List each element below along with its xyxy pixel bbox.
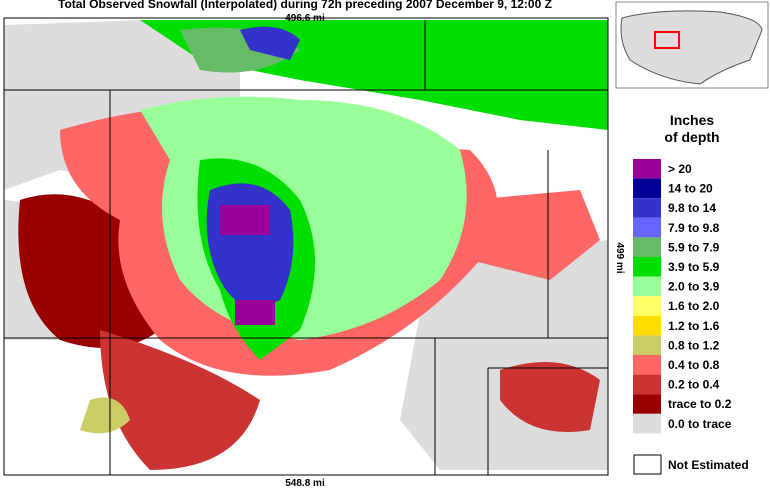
legend-swatch [633, 237, 661, 257]
legend-label: 9.8 to 14 [668, 201, 716, 215]
legend-swatch [633, 355, 661, 375]
region [470, 190, 600, 280]
legend-label: 5.9 to 7.9 [668, 240, 720, 254]
map-frame [3, 17, 609, 476]
region [220, 205, 270, 235]
legend-swatch [633, 454, 662, 475]
legend-label: 0.8 to 1.2 [668, 338, 720, 352]
legend-label: 2.0 to 3.9 [668, 280, 720, 294]
legend-title: of depth [664, 129, 719, 145]
legend-swatch [633, 217, 661, 238]
legend-swatch [633, 394, 661, 414]
scale-right: 499 mi [614, 242, 625, 273]
legend-swatch [633, 198, 661, 218]
inset-locator [654, 31, 680, 49]
legend-label: 0.4 to 0.8 [668, 358, 720, 372]
legend-swatch [633, 276, 661, 297]
legend-swatch [633, 413, 661, 434]
legend-title: Inches [670, 112, 715, 128]
legend-label: 3.9 to 5.9 [668, 260, 720, 274]
legend-label: trace to 0.2 [668, 397, 732, 411]
region [100, 330, 260, 470]
legend-label: 7.9 to 9.8 [668, 221, 720, 235]
legend-swatch [633, 178, 661, 199]
legend-swatch [633, 296, 661, 316]
scale-top: 496.6 mi [285, 13, 325, 24]
legend-swatch [633, 315, 661, 336]
snowfall-map [3, 17, 609, 476]
locator-inset [615, 1, 769, 89]
legend-label: Not Estimated [668, 458, 749, 472]
legend-label: 1.6 to 2.0 [668, 299, 720, 313]
region [500, 362, 600, 432]
legend-swatch [633, 335, 661, 355]
legend-swatch [633, 374, 661, 395]
legend-swatch [633, 257, 661, 277]
region [235, 300, 275, 325]
region [240, 26, 300, 61]
legend-label: 1.2 to 1.6 [668, 319, 720, 333]
legend-label: > 20 [668, 162, 692, 176]
legend-label: 0.2 to 0.4 [668, 378, 720, 392]
title: Total Observed Snowfall (Interpolated) d… [58, 0, 552, 11]
legend-label: 14 to 20 [668, 182, 713, 196]
legend-swatch [633, 159, 661, 179]
state-borders [4, 20, 608, 475]
inset-land [620, 10, 763, 85]
scale-bottom: 548.8 mi [285, 478, 325, 489]
legend-label: 0.0 to trace [668, 417, 732, 431]
region [80, 397, 130, 434]
